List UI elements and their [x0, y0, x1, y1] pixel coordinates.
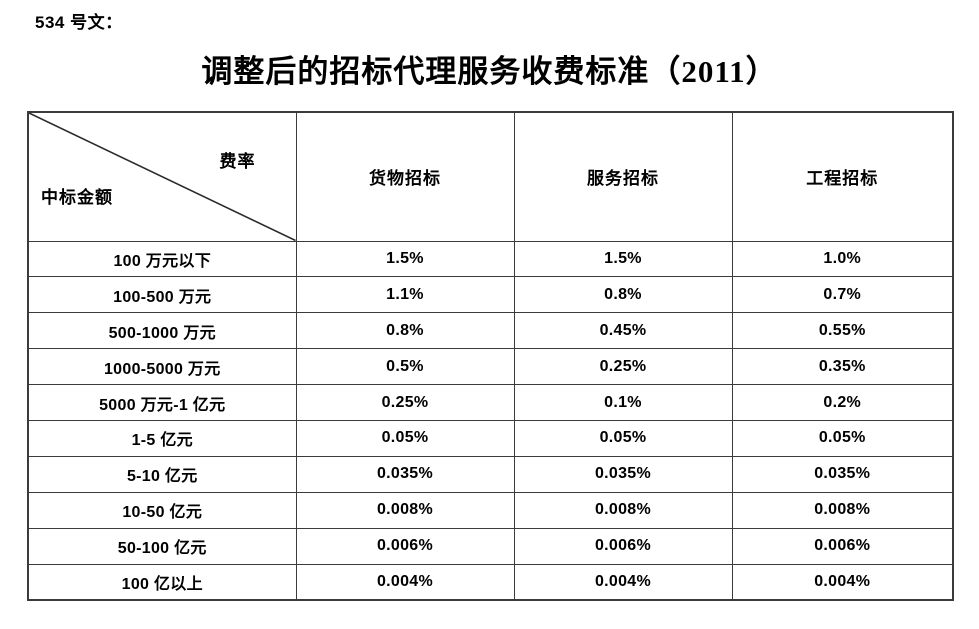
fee-rate-table: 费率 中标金额 货物招标 服务招标 工程招标 100 万元以下 1.5% 1.5…	[27, 111, 954, 601]
table-row: 500-1000 万元 0.8% 0.45% 0.55%	[27, 312, 954, 350]
row-label: 1000-5000 万元	[27, 348, 297, 386]
rate-cell: 0.004%	[295, 563, 515, 601]
row-label: 100 万元以下	[27, 240, 297, 278]
corner-cell: 费率 中标金额	[27, 111, 297, 242]
rate-cell: 0.35%	[731, 348, 954, 386]
row-label: 5-10 亿元	[27, 455, 297, 493]
table-row: 100 万元以下 1.5% 1.5% 1.0%	[27, 240, 954, 278]
corner-amount-label: 中标金额	[41, 187, 113, 207]
rate-cell: 0.7%	[731, 276, 954, 314]
row-label: 50-100 亿元	[27, 527, 297, 565]
table-row: 50-100 亿元 0.006% 0.006% 0.006%	[27, 527, 954, 565]
rate-cell: 0.008%	[295, 491, 515, 529]
rate-cell: 0.45%	[513, 312, 733, 350]
table-row: 1000-5000 万元 0.5% 0.25% 0.35%	[27, 348, 954, 386]
rate-cell: 0.035%	[295, 455, 515, 493]
rate-cell: 0.2%	[731, 384, 954, 421]
rate-cell: 0.035%	[731, 455, 954, 493]
corner-rate-label: 费率	[219, 152, 256, 171]
rate-cell: 0.1%	[513, 384, 733, 421]
rate-cell: 0.55%	[731, 312, 954, 350]
rate-cell: 0.05%	[295, 419, 515, 457]
row-label: 1-5 亿元	[27, 419, 297, 457]
document-ref-label: 534 号文：	[35, 13, 123, 32]
rate-cell: 0.8%	[513, 276, 733, 314]
rate-cell: 1.0%	[731, 240, 954, 278]
rate-cell: 0.008%	[513, 491, 733, 529]
diagonal-divider-line	[29, 113, 295, 240]
rate-cell: 0.05%	[513, 419, 733, 457]
rate-cell: 0.006%	[513, 527, 733, 565]
rate-cell: 0.008%	[731, 491, 954, 529]
table-row: 100 亿以上 0.004% 0.004% 0.004%	[27, 563, 954, 601]
rate-cell: 0.004%	[731, 563, 954, 601]
rate-cell: 0.8%	[295, 312, 515, 350]
rate-cell: 0.035%	[513, 455, 733, 493]
table-row: 10-50 亿元 0.008% 0.008% 0.008%	[27, 491, 954, 529]
rate-cell: 0.004%	[513, 563, 733, 601]
rate-cell: 1.5%	[295, 240, 515, 278]
column-header-works: 工程招标	[731, 111, 954, 242]
row-label: 100 亿以上	[27, 563, 297, 601]
rate-cell: 0.006%	[731, 527, 954, 565]
header-row: 费率 中标金额 货物招标 服务招标 工程招标	[27, 111, 954, 242]
rate-cell: 1.5%	[513, 240, 733, 278]
rate-cell: 1.1%	[295, 276, 515, 314]
column-header-services: 服务招标	[513, 111, 733, 242]
table-row: 5000 万元-1 亿元 0.25% 0.1% 0.2%	[27, 384, 954, 421]
rate-cell: 0.006%	[295, 527, 515, 565]
row-label: 5000 万元-1 亿元	[27, 384, 297, 421]
table-row: 5-10 亿元 0.035% 0.035% 0.035%	[27, 455, 954, 493]
column-header-goods: 货物招标	[295, 111, 515, 242]
row-label: 100-500 万元	[27, 276, 297, 314]
table-row: 100-500 万元 1.1% 0.8% 0.7%	[27, 276, 954, 314]
rate-cell: 0.25%	[513, 348, 733, 386]
row-label: 10-50 亿元	[27, 491, 297, 529]
row-label: 500-1000 万元	[27, 312, 297, 350]
table-row: 1-5 亿元 0.05% 0.05% 0.05%	[27, 419, 954, 457]
rate-cell: 0.25%	[295, 384, 515, 421]
page-title: 调整后的招标代理服务收费标准（2011）	[201, 54, 778, 89]
rate-cell: 0.5%	[295, 348, 515, 386]
rate-cell: 0.05%	[731, 419, 954, 457]
